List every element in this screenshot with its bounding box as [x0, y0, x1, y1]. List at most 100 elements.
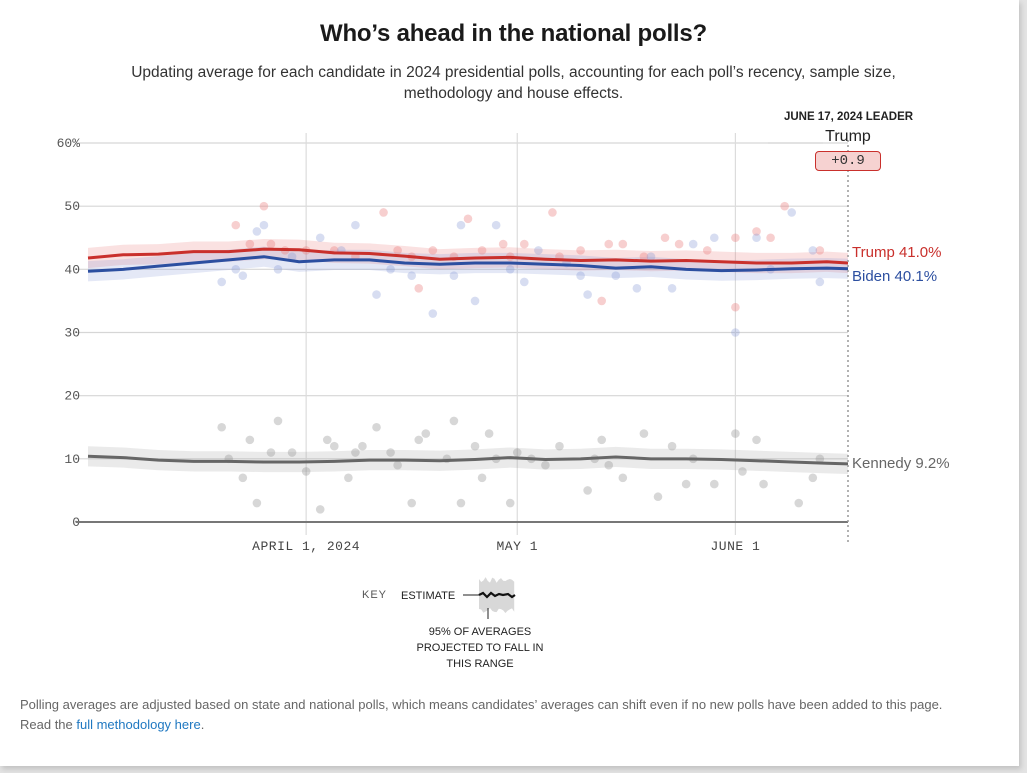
biden-poll-dot: [259, 220, 269, 230]
kennedy-poll-dot: [505, 498, 515, 508]
biden-poll-dot: [386, 265, 395, 274]
trump-poll-dot: [428, 246, 438, 255]
kennedy-poll-dot: [541, 460, 550, 470]
biden-poll-dot: [315, 233, 325, 243]
trump-poll-dot: [231, 220, 241, 230]
key-range-line-1: 95% OF AVERAGES: [428, 626, 532, 638]
kennedy-poll-dot: [815, 454, 825, 464]
kennedy-poll-dot: [759, 479, 768, 489]
x-tick-label: APRIL 1, 2024: [252, 539, 360, 554]
kennedy-poll-dot: [252, 498, 262, 508]
biden-poll-dot: [456, 220, 466, 230]
trump-poll-dot: [639, 252, 649, 261]
kennedy-poll-dot: [301, 467, 311, 476]
kennedy-poll-dot: [421, 429, 431, 438]
kennedy-poll-dot: [351, 448, 360, 457]
y-tick-label: 60%: [57, 136, 81, 151]
footnote: Polling averages are adjusted based on s…: [20, 695, 1010, 735]
trump-band: [88, 239, 848, 274]
biden-poll-dot: [808, 246, 818, 255]
biden-poll-dot: [231, 265, 241, 274]
kennedy-poll-dot: [386, 448, 395, 457]
biden-poll-dot: [731, 328, 740, 337]
key-range-note: 95% OF AVERAGES PROJECTED TO FALL IN THI…: [400, 624, 560, 672]
key-estimate-line: [478, 591, 516, 599]
biden-poll-dot: [519, 277, 529, 287]
key-graphic: [463, 577, 516, 619]
trump-poll-dot: [752, 227, 761, 236]
biden-poll-dot: [428, 309, 438, 318]
kennedy-poll-dot: [456, 498, 466, 508]
biden-end-label: Biden 40.1%: [852, 267, 938, 285]
trump-poll-dot: [477, 246, 487, 255]
confidence-bands: [88, 239, 848, 474]
biden-poll-dot: [449, 271, 459, 280]
kennedy-poll-dot: [709, 479, 719, 489]
kennedy-poll-dot: [477, 473, 487, 483]
kennedy-poll-dot: [794, 498, 804, 508]
kennedy-poll-dot: [555, 441, 564, 451]
trump-poll-dot: [674, 239, 684, 249]
biden-poll-dot: [287, 252, 297, 261]
trump-poll-dot: [660, 233, 670, 243]
biden-average-line: [87, 255, 849, 273]
x-tick-label: JUNE 1: [711, 539, 761, 554]
kennedy-poll-dot: [738, 467, 747, 476]
biden-poll-dot: [534, 246, 543, 255]
footnote-text: Polling averages are adjusted based on s…: [20, 697, 943, 712]
trump-average-line: [87, 247, 849, 265]
kennedy-poll-dot: [358, 441, 367, 451]
biden-poll-dot: [646, 252, 656, 261]
kennedy-average-line: [87, 454, 849, 466]
kennedy-poll-dot: [653, 492, 663, 502]
kennedy-poll-dot: [681, 479, 691, 489]
key-estimate-label: ESTIMATE: [401, 590, 456, 602]
trump-poll-dot: [379, 208, 388, 217]
biden-poll-dot: [505, 265, 515, 274]
kennedy-poll-dot: [449, 416, 459, 426]
kennedy-poll-dot: [273, 416, 283, 426]
biden-poll-dot: [667, 283, 677, 293]
kennedy-poll-dot: [344, 473, 353, 483]
methodology-link[interactable]: full methodology here: [76, 717, 201, 732]
biden-poll-dot: [583, 290, 592, 299]
key-label: KEY: [362, 589, 388, 601]
footnote-suffix: .: [200, 717, 205, 732]
biden-poll-dot: [752, 233, 761, 243]
leader-heading: JUNE 17, 2024 LEADER: [783, 111, 914, 123]
trump-poll-dot: [731, 233, 740, 243]
trump-end-label: Trump 41.0%: [852, 244, 942, 262]
biden-poll-dot: [372, 290, 381, 299]
kennedy-poll-dot: [484, 429, 494, 438]
y-tick-label: 20: [64, 389, 80, 404]
kennedy-poll-dot: [618, 473, 628, 483]
biden-poll-dot: [491, 220, 501, 230]
kennedy-poll-dot: [315, 505, 325, 514]
trump-poll-dot: [576, 246, 585, 255]
trump-poll-dot: [702, 246, 712, 255]
footnote-read-line: Read the full methodology here.: [20, 715, 1010, 735]
kennedy-poll-dot: [322, 435, 332, 445]
kennedy-poll-dot: [393, 460, 402, 470]
kennedy-poll-dot: [372, 422, 381, 432]
trump-poll-dot: [393, 246, 402, 255]
kennedy-poll-dot: [245, 435, 255, 445]
kennedy-poll-dot: [752, 435, 761, 445]
kennedy-poll-dot: [639, 429, 649, 438]
kennedy-poll-dot: [329, 441, 339, 451]
kennedy-poll-dot: [667, 441, 677, 451]
biden-poll-dot: [217, 277, 227, 287]
key-range-line-2: PROJECTED TO FALL IN: [416, 642, 544, 654]
biden-poll-dot: [688, 239, 698, 249]
trump-poll-dot: [815, 246, 825, 255]
trump-poll-dot: [780, 201, 789, 211]
biden-poll-dot: [273, 265, 283, 274]
biden-poll-dot: [611, 271, 621, 280]
leader-name: Trump: [825, 128, 871, 145]
kennedy-poll-dot: [407, 498, 417, 508]
kennedy-end-label: Kennedy 9.2%: [852, 454, 950, 472]
biden-poll-dot: [252, 227, 262, 236]
kennedy-poll-dot: [808, 473, 818, 483]
